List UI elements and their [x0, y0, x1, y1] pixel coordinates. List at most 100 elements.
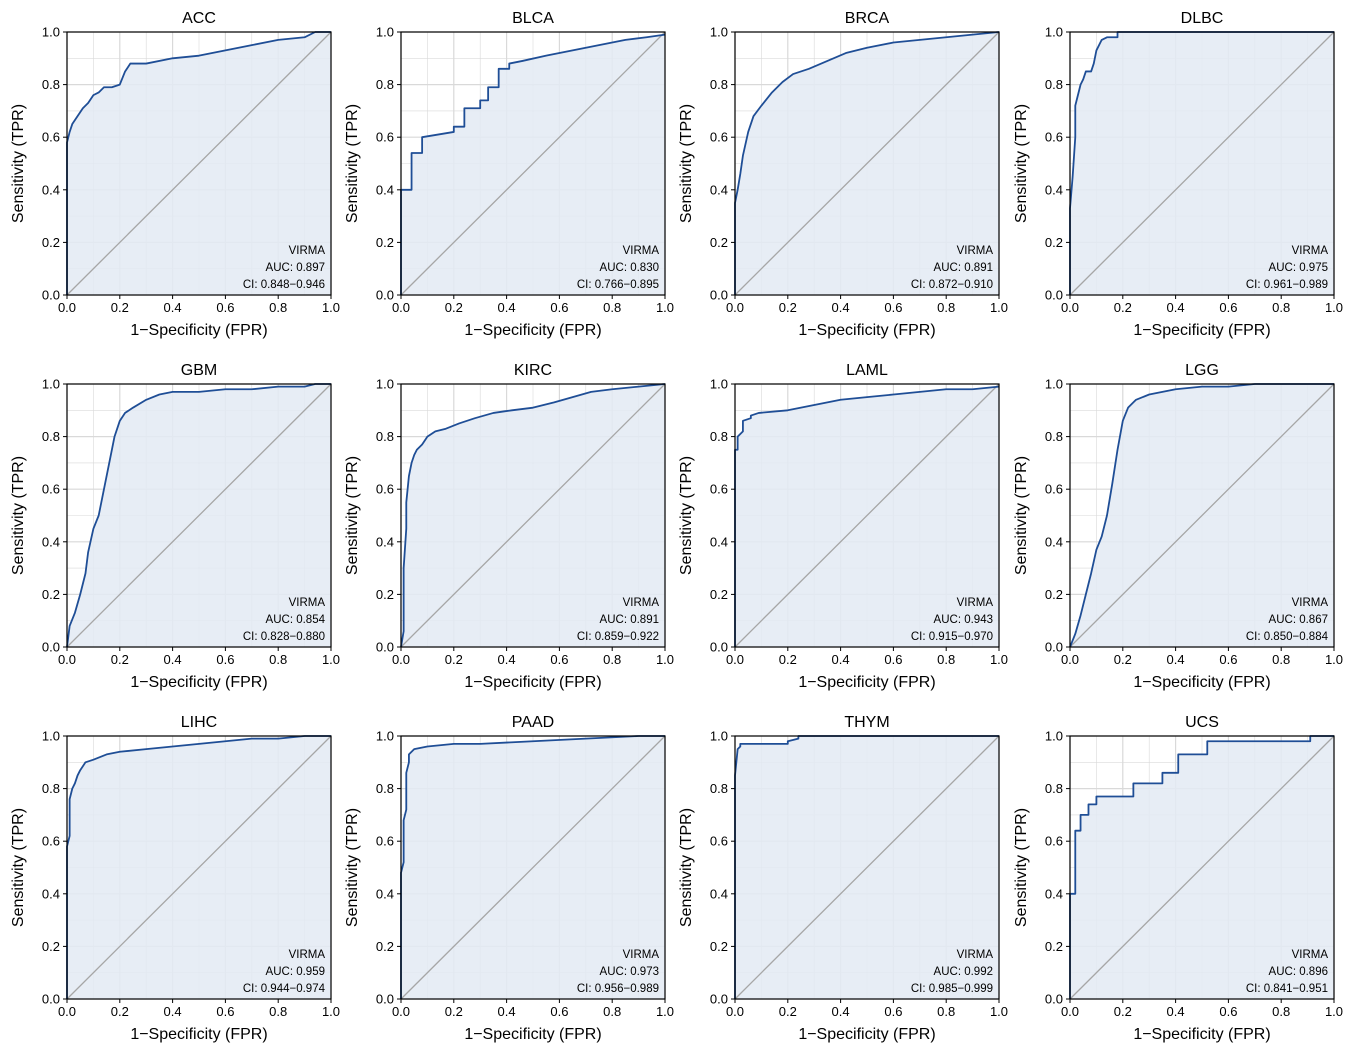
x-tick-label: 1.0: [990, 652, 1008, 667]
y-tick-label: 0.8: [42, 77, 60, 92]
axis-ticks: 0.0 0.2 0.4 0.6 0.8 1.0 0.0 0.2 0.4 0.6 0.8 1.0: [376, 729, 674, 1020]
y-tick-label: 0.0: [1045, 992, 1063, 1007]
panel-title: PAAD: [512, 714, 554, 731]
x-tick-label: 0.8: [937, 652, 955, 667]
x-tick-label: 0.6: [216, 300, 234, 315]
y-tick-label: 0.8: [710, 781, 728, 796]
x-tick-label: 0.8: [269, 300, 287, 315]
y-axis-title: Sensitivity (TPR): [678, 808, 695, 927]
panel-title: LGG: [1185, 362, 1219, 379]
roc-curve-virma: [400, 383, 666, 648]
y-tick-label: 0.0: [376, 640, 394, 655]
annotation-gene-label: VIRMA: [623, 597, 660, 609]
x-tick-label: 0.4: [164, 300, 182, 315]
y-tick-label: 0.4: [42, 534, 60, 549]
x-tick-label: 1.0: [1325, 1004, 1343, 1019]
x-axis-title: 1−Specificity (FPR): [798, 674, 935, 691]
roc-curve-virma: [66, 383, 331, 648]
annotation-ci: CI: 0.850−0.884: [1246, 631, 1329, 643]
x-tick-label: 0.4: [498, 652, 516, 667]
x-tick-label: 1.0: [990, 300, 1008, 315]
x-tick-label: 0.0: [58, 300, 76, 315]
roc-panel-paad: 0.0 0.2 0.4 0.6 0.8 1.0 0.0 0.2 0.4 0.6 0.8 1.0 PAAD…: [344, 714, 674, 1043]
x-axis-title: 1−Specificity (FPR): [1133, 674, 1270, 691]
reference-diagonal: [1069, 735, 1335, 1000]
annotation-auc: AUC: 0.992: [934, 966, 993, 978]
reference-diagonal: [400, 31, 666, 296]
y-tick-label: 0.6: [1045, 130, 1063, 145]
y-axis-title: Sensitivity (TPR): [1013, 808, 1030, 927]
y-tick-label: 0.4: [376, 534, 394, 549]
roc-curve-virma: [66, 31, 331, 295]
y-tick-label: 0.4: [1045, 886, 1063, 901]
y-tick-label: 0.6: [710, 482, 728, 497]
x-tick-label: 0.6: [1219, 300, 1237, 315]
x-tick-label: 1.0: [656, 652, 674, 667]
plot-frame: [1069, 735, 1335, 1000]
annotation-gene-label: VIRMA: [623, 245, 660, 257]
y-tick-label: 0.4: [376, 886, 394, 901]
x-tick-label: 0.2: [111, 300, 129, 315]
x-axis-title: 1−Specificity (FPR): [464, 674, 601, 691]
panel-title: GBM: [181, 362, 217, 379]
y-tick-label: 0.6: [1045, 834, 1063, 849]
plot-frame: [734, 31, 1000, 296]
x-tick-label: 1.0: [1325, 652, 1343, 667]
annotation-ci: CI: 0.848−0.946: [243, 279, 325, 291]
x-tick-label: 0.8: [1272, 1004, 1290, 1019]
x-tick-label: 0.2: [1114, 652, 1132, 667]
panel-title: BLCA: [512, 10, 554, 27]
x-tick-label: 0.6: [884, 300, 902, 315]
annotation-gene-label: VIRMA: [957, 597, 994, 609]
y-tick-label: 0.2: [42, 235, 60, 250]
x-tick-label: 0.4: [832, 300, 850, 315]
y-tick-label: 0.6: [1045, 482, 1063, 497]
x-tick-label: 1.0: [322, 1004, 340, 1019]
plot-frame: [400, 383, 666, 648]
x-tick-label: 0.4: [1167, 652, 1185, 667]
y-axis-title: Sensitivity (TPR): [10, 104, 27, 223]
y-axis-title: Sensitivity (TPR): [1013, 104, 1030, 223]
y-tick-label: 0.0: [710, 288, 728, 303]
x-axis-title: 1−Specificity (FPR): [464, 1026, 601, 1043]
x-tick-label: 0.2: [1114, 300, 1132, 315]
x-tick-label: 0.8: [269, 652, 287, 667]
y-tick-label: 0.0: [710, 992, 728, 1007]
x-axis-title: 1−Specificity (FPR): [798, 1026, 935, 1043]
x-tick-label: 0.0: [392, 1004, 410, 1019]
axis-ticks: 0.0 0.2 0.4 0.6 0.8 1.0 0.0 0.2 0.4 0.6 0.8 1.0: [376, 377, 674, 668]
y-axis-title: Sensitivity (TPR): [344, 456, 361, 575]
y-tick-label: 1.0: [710, 729, 728, 744]
reference-diagonal: [66, 31, 332, 296]
y-tick-label: 0.4: [1045, 182, 1063, 197]
x-axis-title: 1−Specificity (FPR): [798, 322, 935, 339]
annotation-ci: CI: 0.828−0.880: [243, 631, 325, 643]
panel-title: DLBC: [1181, 10, 1224, 27]
annotation-ci: CI: 0.766−0.895: [577, 279, 659, 291]
reference-diagonal: [66, 383, 332, 648]
x-axis-title: 1−Specificity (FPR): [130, 674, 267, 691]
reference-diagonal: [66, 735, 332, 1000]
plot-frame: [1069, 31, 1335, 296]
y-axis-title: Sensitivity (TPR): [678, 456, 695, 575]
reference-diagonal: [734, 31, 1000, 296]
annotation-gene-label: VIRMA: [957, 949, 994, 961]
panel-title: UCS: [1185, 714, 1219, 731]
y-tick-label: 0.6: [42, 834, 60, 849]
x-tick-label: 0.0: [392, 652, 410, 667]
y-tick-label: 0.6: [710, 130, 728, 145]
x-tick-label: 0.6: [1219, 652, 1237, 667]
y-tick-label: 0.8: [1045, 77, 1063, 92]
roc-curve-virma: [1069, 31, 1334, 295]
x-tick-label: 0.4: [1167, 300, 1185, 315]
x-tick-label: 0.8: [937, 300, 955, 315]
x-tick-label: 0.8: [1272, 300, 1290, 315]
roc-curve-virma: [734, 385, 1000, 647]
x-tick-label: 0.4: [498, 1004, 516, 1019]
y-tick-label: 0.8: [376, 781, 394, 796]
axis-ticks: 0.0 0.2 0.4 0.6 0.8 1.0 0.0 0.2 0.4 0.6 0.8 1.0: [710, 377, 1008, 668]
x-tick-label: 0.0: [1061, 652, 1079, 667]
roc-curve-virma: [734, 735, 999, 999]
x-tick-label: 0.2: [445, 1004, 463, 1019]
y-tick-label: 1.0: [42, 25, 60, 40]
